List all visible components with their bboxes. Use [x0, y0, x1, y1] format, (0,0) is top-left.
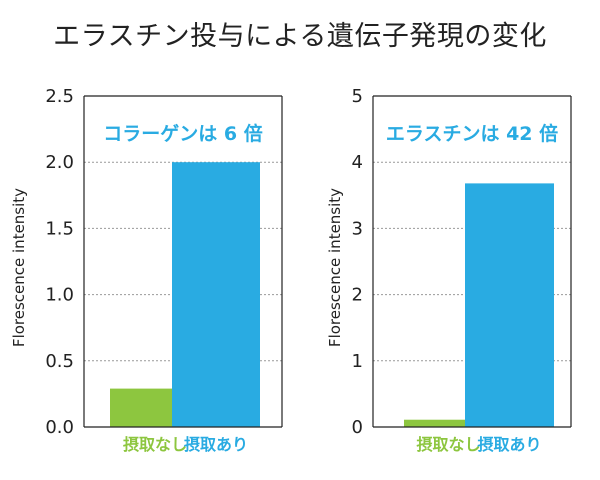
y-tick-label: 1.0 [45, 285, 74, 306]
chart-annotation: エラスチンは 42 倍 [386, 122, 558, 145]
chart-panel-1: 0.0 0.5 1.0 1.5 2.0 2.5 Florescence intensity コ… [10, 86, 283, 454]
bar-with-intake [465, 183, 554, 427]
y-tick-label: 2 [352, 285, 363, 306]
y-tick-label: 2.5 [45, 86, 74, 107]
x-category-label: 摂取あり [477, 435, 541, 454]
bar-without-intake [404, 419, 493, 427]
y-tick-label: 0.0 [45, 417, 74, 438]
y-tick-label: 1.5 [45, 218, 74, 239]
y-tick-label: 4 [352, 152, 363, 173]
x-category-label: 摂取あり [184, 435, 248, 454]
y-axis-title: Florescence intensity [326, 188, 344, 347]
y-tick-label: 5 [352, 86, 363, 107]
y-tick-label: 3 [352, 218, 363, 239]
y-axis-title: Florescence intensity [10, 188, 28, 347]
x-category-label: 摂取なし [416, 435, 480, 454]
chart-annotation: コラーゲンは 6 倍 [103, 122, 262, 145]
chart-panel-2: 0 1 2 3 4 5 Florescence intensity エラスチンは 42 倍摂取… [326, 86, 572, 454]
bar-with-intake [172, 162, 260, 427]
y-tick-label: 0 [352, 417, 363, 438]
y-tick-label: 0.5 [45, 351, 74, 372]
y-tick-label: 2.0 [45, 152, 74, 173]
y-tick-label: 1 [352, 351, 363, 372]
x-category-label: 摂取なし [123, 435, 187, 454]
figure-title: エラスチン投与による遺伝子発現の変化 [53, 21, 547, 52]
